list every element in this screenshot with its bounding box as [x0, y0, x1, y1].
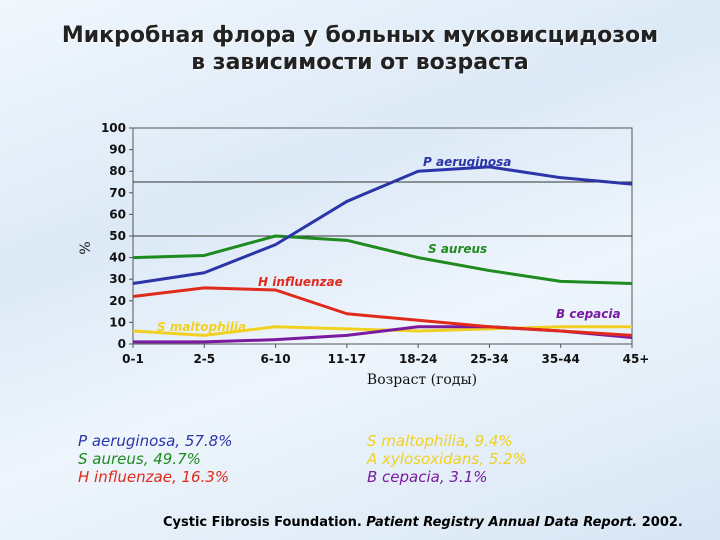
chart-axes: 0 10 20 30 40 50 60 70 80 90 100 0-1 2-5 6-10 11-17 18-… — [78, 121, 649, 388]
source-citation: Cystic Fibrosis Foundation. Patient Regi… — [163, 515, 683, 530]
y-tick-label: 60 — [109, 207, 126, 221]
source-report: Patient Registry Annual Data Report. — [366, 515, 638, 530]
stat-b-cepacia: B cepacia, 3.1% — [367, 468, 488, 486]
series-label-h-influenzae: H influenzae — [258, 275, 343, 289]
x-tick-label: 6-10 — [261, 352, 291, 366]
stats-left: P aeruginosa, 57.8% S aureus, 49.7% H in… — [78, 432, 232, 486]
y-tick-label: 40 — [109, 251, 126, 265]
y-tick-label: 80 — [109, 164, 126, 178]
series-label-b-cepacia: B cepacia — [556, 307, 621, 321]
series-label-s-maltophilia: S maltophilia — [157, 320, 246, 334]
x-tick-label: 25-34 — [470, 352, 508, 366]
chart-labels: P aeruginosa S aureus H influenzae S maltop… — [157, 155, 621, 334]
y-tick-label: 30 — [109, 272, 126, 286]
y-tick-label: 50 — [109, 229, 126, 243]
x-axis-label: Возраст (годы) — [367, 372, 477, 388]
series-label-p-aeruginosa: P aeruginosa — [423, 155, 511, 169]
y-axis-label: % — [78, 241, 94, 254]
x-tick-label: 2-5 — [193, 352, 215, 366]
stats-right: S maltophilia, 9.4% A xylosoxidans, 5.2%… — [367, 432, 527, 486]
y-tick-label: 20 — [109, 294, 126, 308]
series-line-s-aureus — [132, 234, 633, 286]
y-tick-label: 0 — [118, 337, 126, 351]
x-tick-label: 35-44 — [542, 352, 580, 366]
stat-s-maltophilia: S maltophilia, 9.4% — [367, 432, 513, 450]
stat-a-xylosoxidans: A xylosoxidans, 5.2% — [367, 450, 527, 468]
series-label-s-aureus: S aureus — [428, 242, 487, 256]
chart-title: Микробная флора у больных муковисцидозом… — [61, 23, 659, 75]
series-line-p-aeruginosa — [132, 165, 633, 286]
stat-h-influenzae: H influenzae, 16.3% — [78, 468, 230, 486]
stat-s-aureus: S aureus, 49.7% — [78, 450, 201, 468]
source-year: 2002. — [641, 515, 683, 530]
y-tick-label: 10 — [109, 315, 126, 329]
y-tick-label: 100 — [101, 121, 126, 135]
stat-p-aeruginosa: P aeruginosa, 57.8% — [78, 432, 233, 450]
series-line-h-influenzae — [132, 286, 633, 337]
chart-series — [132, 165, 633, 344]
y-tick-label: 90 — [109, 143, 126, 157]
x-tick-label: 0-1 — [122, 352, 144, 366]
x-tick-label: 45+ — [623, 352, 650, 366]
x-tick-label: 18-24 — [399, 352, 437, 366]
x-tick-label: 11-17 — [328, 352, 366, 366]
y-tick-label: 70 — [109, 186, 126, 200]
source-org: Cystic Fibrosis Foundation. — [163, 515, 362, 530]
